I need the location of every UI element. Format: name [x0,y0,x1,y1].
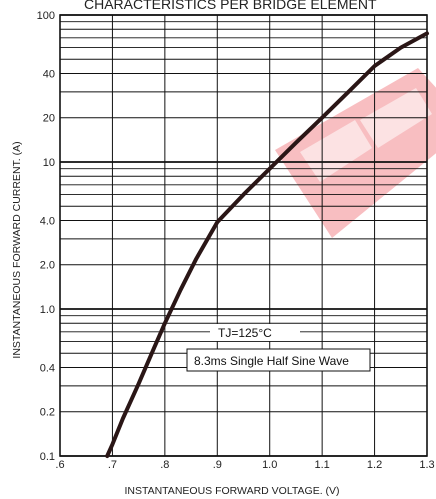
x-axis-title: INSTANTANEOUS FORWARD VOLTAGE. (V) [124,485,339,497]
annotation-waveform-box [186,348,371,372]
y-axis-title: INSTANTANEOUS FORWARD CURRENT. (A) [11,141,23,358]
series-line [105,31,429,458]
x-tick-label: 1.0 [262,459,277,471]
y-tick-label: 4.0 [40,215,55,227]
y-tick-label: 2.0 [40,260,55,272]
y-tick-label: 10 [43,157,55,169]
annotation-temperature: TJ=125°C [218,326,272,340]
x-tick-label: .9 [213,459,222,471]
grid-lines [59,14,428,457]
y-tick-label: 0.4 [40,362,55,374]
y-tick-label: 0.2 [40,407,55,419]
y-tick-label: 1.0 [40,304,55,316]
x-tick-label: .7 [108,459,117,471]
x-tick-labels: .6 .7 .8 .9 1.0 1.1 1.2 1.3 [55,459,434,471]
x-tick-label: 1.1 [314,459,329,471]
chart-title: CHARACTERISTICS PER BRIDGE ELEMENT [84,0,377,12]
series-lines [105,31,429,458]
y-tick-labels: 0.1 0.2 0.4 1.0 2.0 4.0 10 20 40 100 [37,10,55,463]
annotation-temperature-box [210,324,300,341]
plot-border [59,14,428,457]
y-tick-label: 0.1 [40,451,55,463]
watermark-notch [300,120,372,182]
x-tick-label: .8 [160,459,169,471]
watermark-logo [275,68,436,238]
y-tick-label: 100 [37,10,55,22]
x-tick-label: 1.2 [367,459,382,471]
y-tick-label: 20 [43,113,55,125]
annotation-waveform: 8.3ms Single Half Sine Wave [194,354,349,368]
x-tick-label: .6 [55,459,64,471]
plot-frame [59,14,428,457]
y-tick-label: 40 [43,68,55,80]
x-tick-label: 1.3 [419,459,434,471]
